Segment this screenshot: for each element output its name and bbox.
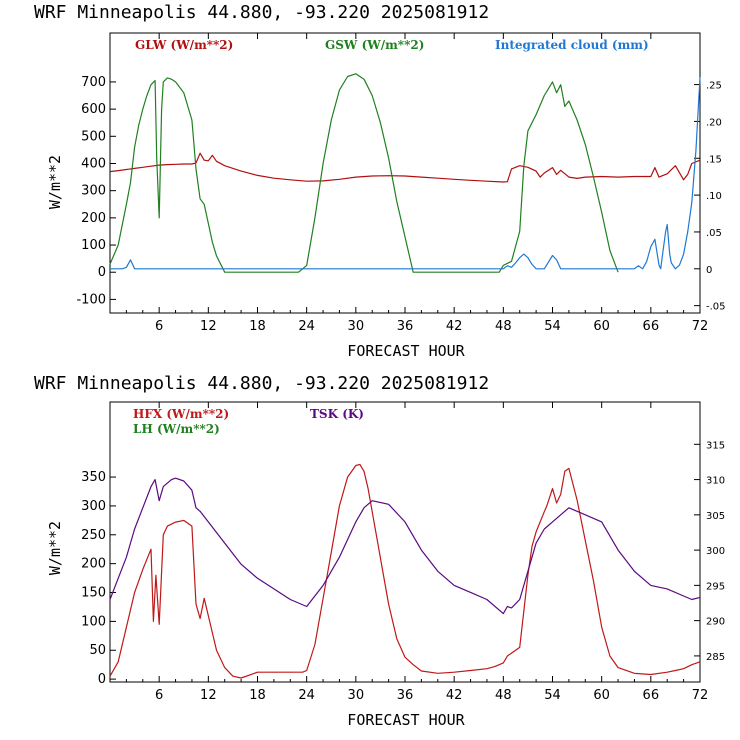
top-xtick-label: 72: [692, 319, 709, 334]
top-ytick-label: -100: [76, 292, 106, 307]
bot-series-line-2: [109, 477, 701, 615]
top-ytick-label: 200: [81, 211, 106, 226]
top-x-ticks: 6 12 18 24 30 36 42 48 54 60 66 72: [125, 33, 709, 334]
bot-xtick-label: 42: [446, 688, 463, 703]
bot-xtick-label: 54: [544, 688, 561, 703]
bottom-ylabel: W/m**2: [46, 521, 64, 575]
bot-xtick-label: 36: [397, 688, 414, 703]
top-legend-gsw: GSW (W/m**2): [325, 38, 424, 52]
bot-ytick-label: 100: [81, 614, 106, 629]
bot-ytick-label: 250: [81, 528, 106, 543]
top-y2tick-label: .20: [706, 117, 722, 128]
top-ytick-label: 600: [81, 102, 106, 117]
top-series-line-0: [109, 152, 701, 183]
bot-xtick-label: 12: [200, 688, 217, 703]
top-chart: WRF Minneapolis 44.880, -93.220 20250819…: [34, 2, 726, 360]
bot-ytick-label: 0: [98, 672, 106, 687]
top-y2-ticks: -.05 0 .05 .10 .15 .20 .25: [694, 81, 726, 313]
top-ytick-label: 500: [81, 129, 106, 144]
bottom-legend-lh: LH (W/m**2): [133, 422, 220, 436]
top-legend-cloud: Integrated cloud (mm): [495, 38, 649, 52]
bot-y2tick-label: 285: [706, 652, 725, 663]
top-y2tick-label: .15: [706, 154, 722, 165]
top-series-line-1: [109, 73, 619, 273]
bot-xtick-label: 6: [155, 688, 163, 703]
bottom-xlabel: FORECAST HOUR: [347, 711, 465, 729]
top-y2tick-label: .10: [706, 191, 722, 202]
bottom-y2-ticks: 285 290 295 300 305 310 315: [694, 440, 725, 663]
top-xtick-label: 18: [249, 319, 266, 334]
top-xtick-label: 48: [495, 319, 512, 334]
top-ytick-label: 100: [81, 238, 106, 253]
top-y2tick-label: .25: [706, 81, 722, 92]
bot-ytick-label: 300: [81, 499, 106, 514]
bottom-y-ticks: 0 50 100 150 200 250 300 350: [81, 470, 116, 687]
top-y-ticks: -100 0 100 200 300 400 500 600 700: [76, 75, 116, 307]
bot-ytick-label: 200: [81, 557, 106, 572]
bot-y2tick-label: 295: [706, 581, 725, 592]
top-chart-title: WRF Minneapolis 44.880, -93.220 20250819…: [34, 2, 489, 23]
top-y2tick-label: -.05: [706, 302, 726, 313]
top-ytick-label: 300: [81, 184, 106, 199]
top-xtick-label: 24: [298, 319, 315, 334]
top-y2tick-label: 0: [706, 265, 712, 276]
bot-y2tick-label: 315: [706, 440, 725, 451]
top-series-line-2: [110, 77, 701, 270]
top-plot-frame: [109, 32, 701, 314]
top-ytick-label: 400: [81, 156, 106, 171]
top-ytick-label: 0: [98, 265, 106, 280]
bot-y2tick-label: 310: [706, 476, 725, 487]
top-xtick-label: 36: [397, 319, 414, 334]
bot-ytick-label: 350: [81, 470, 106, 485]
bottom-plot-frame: [109, 401, 701, 683]
top-series-lines: [109, 73, 701, 273]
top-xtick-label: 60: [593, 319, 610, 334]
bot-xtick-label: 72: [692, 688, 709, 703]
bottom-legend-tsk: TSK (K): [310, 407, 364, 421]
bottom-series-lines: [109, 463, 701, 679]
bot-xtick-label: 60: [593, 688, 610, 703]
bot-y2tick-label: 305: [706, 511, 725, 522]
bottom-legend-hfx: HFX (W/m**2): [133, 407, 229, 421]
bot-xtick-label: 24: [298, 688, 315, 703]
top-y2tick-label: .05: [706, 228, 722, 239]
bot-xtick-label: 18: [249, 688, 266, 703]
top-xtick-label: 30: [348, 319, 365, 334]
bot-ytick-label: 50: [89, 643, 106, 658]
top-legend-glw: GLW (W/m**2): [135, 38, 233, 52]
top-xlabel: FORECAST HOUR: [347, 342, 465, 360]
top-xtick-label: 42: [446, 319, 463, 334]
top-xtick-label: 12: [200, 319, 217, 334]
bot-ytick-label: 150: [81, 586, 106, 601]
bot-y2tick-label: 290: [706, 617, 725, 628]
top-xtick-label: 54: [544, 319, 561, 334]
top-ytick-label: 700: [81, 75, 106, 90]
bot-xtick-label: 30: [348, 688, 365, 703]
top-xtick-label: 6: [155, 319, 163, 334]
top-ylabel: W/m**2: [46, 155, 64, 209]
bottom-chart-title: WRF Minneapolis 44.880, -93.220 20250819…: [34, 373, 489, 394]
bot-xtick-label: 66: [643, 688, 660, 703]
bot-series-line-0: [109, 463, 701, 679]
bot-xtick-label: 48: [495, 688, 512, 703]
top-xtick-label: 66: [643, 319, 660, 334]
bottom-chart: WRF Minneapolis 44.880, -93.220 20250819…: [34, 373, 725, 729]
bot-y2tick-label: 300: [706, 546, 725, 557]
bottom-x-ticks: 6 12 18 24 30 36 42 48 54 60 66 72: [125, 402, 709, 703]
